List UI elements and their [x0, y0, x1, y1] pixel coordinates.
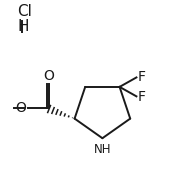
Text: Cl: Cl	[17, 4, 32, 19]
Text: F: F	[137, 90, 145, 104]
Text: F: F	[137, 70, 145, 84]
Text: O: O	[16, 101, 27, 115]
Text: NH: NH	[94, 143, 111, 156]
Text: O: O	[43, 69, 54, 83]
Text: H: H	[17, 19, 29, 34]
